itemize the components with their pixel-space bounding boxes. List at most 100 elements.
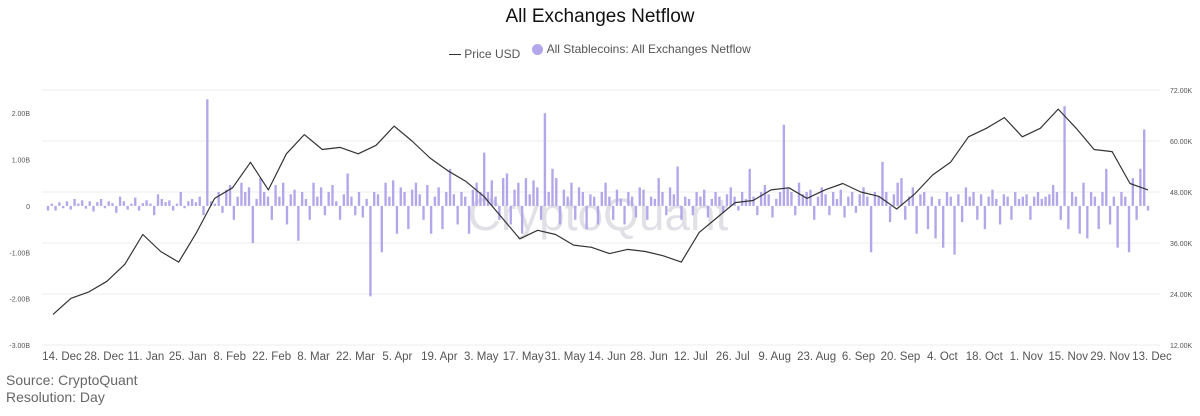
- netflow-bar: [103, 205, 107, 209]
- netflow-bar: [691, 205, 695, 216]
- x-tick-label: 28. Jun: [630, 351, 668, 363]
- netflow-bar: [562, 189, 566, 206]
- netflow-bar: [399, 187, 402, 206]
- netflow-bar: [911, 187, 915, 206]
- netflow-bar: [756, 205, 759, 216]
- netflow-bar: [179, 192, 182, 206]
- netflow-bar: [395, 205, 399, 234]
- netflow-bar: [422, 205, 425, 220]
- netflow-bar: [831, 192, 835, 206]
- netflow-bar: [627, 192, 630, 206]
- left-axis: -3.00B -2.00B -1.00B 0 1.00B 2.00B: [9, 111, 30, 350]
- netflow-bar: [877, 196, 880, 206]
- netflow-bar: [1108, 205, 1112, 225]
- netflow-bar: [84, 205, 88, 209]
- netflow-bar: [54, 205, 57, 211]
- netflow-bar: [304, 198, 308, 206]
- x-tick-label: 1. Nov: [1010, 351, 1043, 363]
- netflow-bar: [251, 205, 255, 243]
- netflow-bar: [987, 196, 990, 206]
- legend[interactable]: Price USD All Stablecoins: All Exchanges…: [0, 42, 1200, 61]
- netflow-bar: [433, 196, 437, 206]
- netflow-bar: [1078, 205, 1081, 234]
- netflow-bar: [213, 203, 217, 206]
- netflow-bar: [941, 205, 945, 248]
- netflow-bar: [725, 194, 729, 206]
- netflow-bar: [346, 173, 349, 206]
- netflow-bar: [1124, 196, 1127, 206]
- netflow-bar: [217, 192, 220, 206]
- x-tick-label: 8. Feb: [213, 351, 246, 363]
- netflow-bar: [998, 205, 1002, 225]
- netflow-bar: [236, 196, 239, 206]
- legend-item-price[interactable]: Price USD: [449, 47, 520, 61]
- netflow-bar: [536, 187, 539, 206]
- netflow-bar: [403, 192, 406, 206]
- netflow-bar: [281, 182, 285, 206]
- netflow-bar: [198, 196, 201, 206]
- netflow-bar: [532, 180, 535, 206]
- netflow-bar: [486, 192, 490, 206]
- netflow-bar: [1006, 196, 1009, 206]
- netflow-bar: [471, 189, 475, 206]
- netflow-bar: [1089, 192, 1093, 206]
- netflow-bar: [1112, 196, 1116, 206]
- netflow-bar: [1002, 194, 1006, 206]
- netflow-bar: [1063, 106, 1066, 206]
- netflow-bar: [657, 178, 660, 206]
- netflow-bar: [1059, 205, 1062, 220]
- resolution-text: Resolution: Day: [6, 389, 105, 405]
- netflow-bar: [638, 187, 641, 206]
- legend-dot-icon: [531, 43, 543, 55]
- netflow-bar: [1082, 182, 1085, 206]
- netflow-bar: [1097, 205, 1100, 230]
- netflow-bar: [263, 192, 266, 206]
- netflow-bar: [646, 205, 649, 220]
- netflow-bar: [744, 198, 748, 206]
- netflow-bar: [543, 113, 547, 206]
- netflow-bar: [551, 168, 554, 206]
- netflow-bar: [1055, 192, 1059, 206]
- netflow-bar: [714, 192, 717, 206]
- netflow-bars: [46, 99, 1150, 297]
- netflow-bar: [995, 198, 998, 206]
- legend-item-netflow[interactable]: All Stablecoins: All Exchanges Netflow: [531, 42, 751, 56]
- netflow-bar: [923, 192, 926, 206]
- netflow-bar: [350, 196, 353, 206]
- x-tick-label: 13. Dec: [1132, 351, 1172, 363]
- netflow-bar: [50, 203, 53, 206]
- right-tick-label: 60.00K: [1170, 139, 1193, 146]
- netflow-bar: [384, 182, 387, 206]
- netflow-bar: [839, 189, 842, 206]
- netflow-bar: [619, 198, 622, 206]
- netflow-bar: [520, 205, 524, 234]
- x-tick-label: 25. Jan: [169, 351, 207, 363]
- x-tick-label: 20. Sep: [881, 351, 921, 363]
- netflow-bar: [407, 205, 410, 230]
- x-tick-label: 22. Feb: [252, 351, 291, 363]
- netflow-bar: [505, 173, 509, 206]
- netflow-bar: [247, 187, 251, 206]
- netflow-bar: [687, 198, 691, 206]
- netflow-bar: [61, 205, 65, 209]
- right-axis: 12.00K 24.00K 36.00K 48.00K 60.00K 72.00K: [1170, 88, 1193, 350]
- netflow-bar: [285, 205, 289, 225]
- source-note: Source: CryptoQuant Resolution: Day: [6, 372, 138, 406]
- netflow-bar: [820, 187, 823, 206]
- netflow-bar: [391, 180, 395, 206]
- x-tick-label: 14. Dec: [42, 351, 82, 363]
- netflow-bar: [983, 205, 987, 230]
- netflow-bar: [96, 202, 99, 206]
- x-tick-label: 8. Mar: [297, 351, 330, 363]
- netflow-bar: [953, 205, 956, 255]
- netflow-bar: [581, 192, 585, 206]
- netflow-bar: [293, 189, 296, 206]
- netflow-bar: [202, 205, 205, 216]
- netflow-bar: [369, 205, 372, 297]
- netflow-bar: [794, 205, 797, 216]
- netflow-bar: [228, 185, 232, 206]
- netflow-bar: [164, 202, 167, 206]
- netflow-bar: [92, 205, 95, 212]
- netflow-bar: [460, 192, 463, 206]
- right-tick-label: 48.00K: [1170, 190, 1193, 197]
